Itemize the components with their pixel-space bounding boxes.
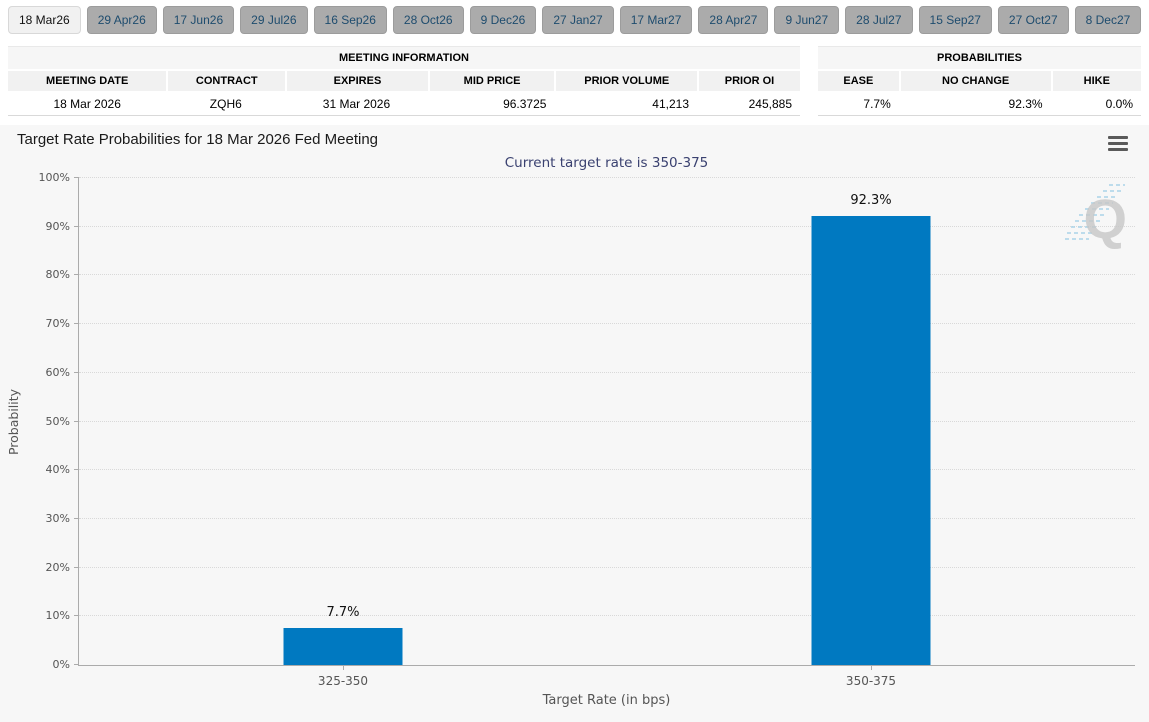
gridline — [79, 323, 1135, 325]
tab-18-mar26[interactable]: 18 Mar26 — [8, 6, 81, 34]
gridline — [79, 225, 1135, 227]
column-header: PRIOR OI — [697, 71, 800, 91]
column-header: HIKE — [1050, 71, 1141, 91]
tab-9-dec26[interactable]: 9 Dec26 — [469, 6, 537, 34]
gridline — [79, 517, 1135, 519]
table-cell: 0.0% — [1050, 91, 1141, 116]
tab-29-jul26[interactable]: 29 Jul26 — [240, 6, 308, 34]
gridline — [79, 371, 1135, 373]
column-header: MEETING DATE — [8, 71, 167, 91]
column-header: EASE — [818, 71, 899, 91]
probabilities-columns-row: EASE NO CHANGE HIKE — [818, 71, 1141, 91]
y-tick-label: 20% — [45, 560, 70, 574]
tab-28-jul27[interactable]: 28 Jul27 — [845, 6, 913, 34]
tab-8-dec27[interactable]: 8 Dec27 — [1074, 6, 1142, 34]
tab-16-sep26[interactable]: 16 Sep26 — [313, 6, 387, 34]
table-cell: ZQH6 — [166, 91, 286, 116]
table-cell: 18 Mar 2026 — [8, 91, 167, 116]
y-tick-mark — [74, 566, 79, 568]
bar-value-label: 92.3% — [850, 192, 892, 208]
y-tick-mark — [74, 225, 79, 227]
gridline — [79, 420, 1135, 422]
tab-9-jun27[interactable]: 9 Jun27 — [774, 6, 840, 34]
x-category-label: 325-350 — [317, 674, 369, 688]
tab-17-jun26[interactable]: 17 Jun26 — [162, 6, 235, 34]
meeting-information-title: MEETING INFORMATION — [8, 46, 800, 71]
tab-17-mar27[interactable]: 17 Mar27 — [619, 6, 693, 34]
table-cell: 245,885 — [697, 91, 800, 116]
column-header: MID PRICE — [427, 71, 555, 91]
y-tick-label: 60% — [45, 365, 70, 379]
y-axis-title: Probability — [6, 388, 21, 456]
y-tick-mark — [74, 177, 79, 178]
y-tick-mark — [74, 371, 79, 373]
y-tick-mark — [74, 615, 79, 617]
x-tick-mark — [343, 665, 344, 670]
y-tick-label: 0% — [52, 658, 70, 671]
plot-area: 0% 10% 20% 30% 40% 50% 60% 70% 80% 90% 100% 7.7% 325… — [39, 171, 1135, 688]
gridline — [79, 566, 1135, 568]
meeting-tabbar: 18 Mar26 29 Apr26 17 Jun26 29 Jul26 16 Sep26… — [8, 6, 1149, 34]
probabilities-data-row: 7.7% 92.3% 0.0% — [818, 91, 1141, 116]
bar-value-label: 7.7% — [326, 604, 360, 620]
tab-28-apr27[interactable]: 28 Apr27 — [698, 6, 769, 34]
y-tick-label: 90% — [45, 219, 70, 233]
bar-slot: 92.3% 350-375 — [607, 178, 1135, 688]
tab-27-jan27[interactable]: 27 Jan27 — [542, 6, 614, 34]
y-tick-mark — [74, 664, 79, 665]
column-header: PRIOR VOLUME — [554, 71, 697, 91]
y-tick-mark — [74, 517, 79, 519]
table-cell: 7.7% — [818, 91, 899, 116]
column-header: EXPIRES — [285, 71, 428, 91]
y-tick-label: 80% — [45, 268, 70, 282]
y-tick-label: 40% — [45, 463, 70, 477]
x-axis-title: Target Rate (in bps) — [542, 693, 671, 708]
bar-slot: 7.7% 325-350 — [79, 178, 607, 688]
table-cell: 31 Mar 2026 — [285, 91, 428, 116]
y-tick-label: 100% — [38, 171, 70, 184]
y-tick-mark — [74, 420, 79, 422]
y-tick-label: 30% — [45, 511, 70, 525]
y-tick-mark — [74, 274, 79, 276]
tab-29-apr26[interactable]: 29 Apr26 — [86, 6, 157, 34]
meeting-information-columns-row: MEETING DATE CONTRACT EXPIRES MID PRICE PRIO… — [8, 71, 800, 91]
chart-title: Target Rate Probabilities for 18 Mar 202… — [17, 131, 379, 148]
gridline — [79, 177, 1135, 178]
probabilities-title: PROBABILITIES — [818, 46, 1141, 71]
y-tick-label: 70% — [45, 317, 70, 331]
y-tick-mark — [74, 323, 79, 325]
meeting-information-header-row: MEETING INFORMATION — [8, 46, 800, 71]
tab-15-sep27[interactable]: 15 Sep27 — [918, 6, 992, 34]
probability-bar-325-350[interactable] — [283, 627, 403, 665]
x-category-label: 350-375 — [845, 674, 897, 688]
target-rate-chart-panel: Target Rate Probabilities for 18 Mar 202… — [0, 125, 1149, 722]
y-tick-mark — [74, 469, 79, 471]
x-tick-mark — [871, 665, 872, 670]
probabilities-header-row: PROBABILITIES — [818, 46, 1141, 71]
probabilities-table: PROBABILITIES EASE NO CHANGE HIKE 7.7% 92.3… — [818, 46, 1141, 116]
y-tick-label: 10% — [45, 609, 70, 623]
column-header: CONTRACT — [166, 71, 286, 91]
meeting-information-data-row: 18 Mar 2026 ZQH6 31 Mar 2026 96.3725 41,213 2… — [8, 91, 800, 116]
table-cell: 96.3725 — [427, 91, 555, 116]
gridline — [79, 274, 1135, 276]
probability-bar-350-375[interactable] — [811, 215, 931, 665]
y-tick-label: 50% — [45, 414, 70, 428]
meeting-information-table: MEETING INFORMATION MEETING DATE CONTRACT… — [8, 46, 800, 116]
gridline — [79, 615, 1135, 617]
table-cell: 41,213 — [554, 91, 697, 116]
hamburger-menu-icon[interactable] — [1108, 136, 1128, 151]
column-header: NO CHANGE — [898, 71, 1051, 91]
tab-28-oct26[interactable]: 28 Oct26 — [392, 6, 464, 34]
tab-27-oct27[interactable]: 27 Oct27 — [997, 6, 1069, 34]
table-cell: 92.3% — [898, 91, 1051, 116]
gridline — [79, 469, 1135, 471]
current-target-rate-label: Current target rate is 350-375 — [504, 155, 709, 171]
